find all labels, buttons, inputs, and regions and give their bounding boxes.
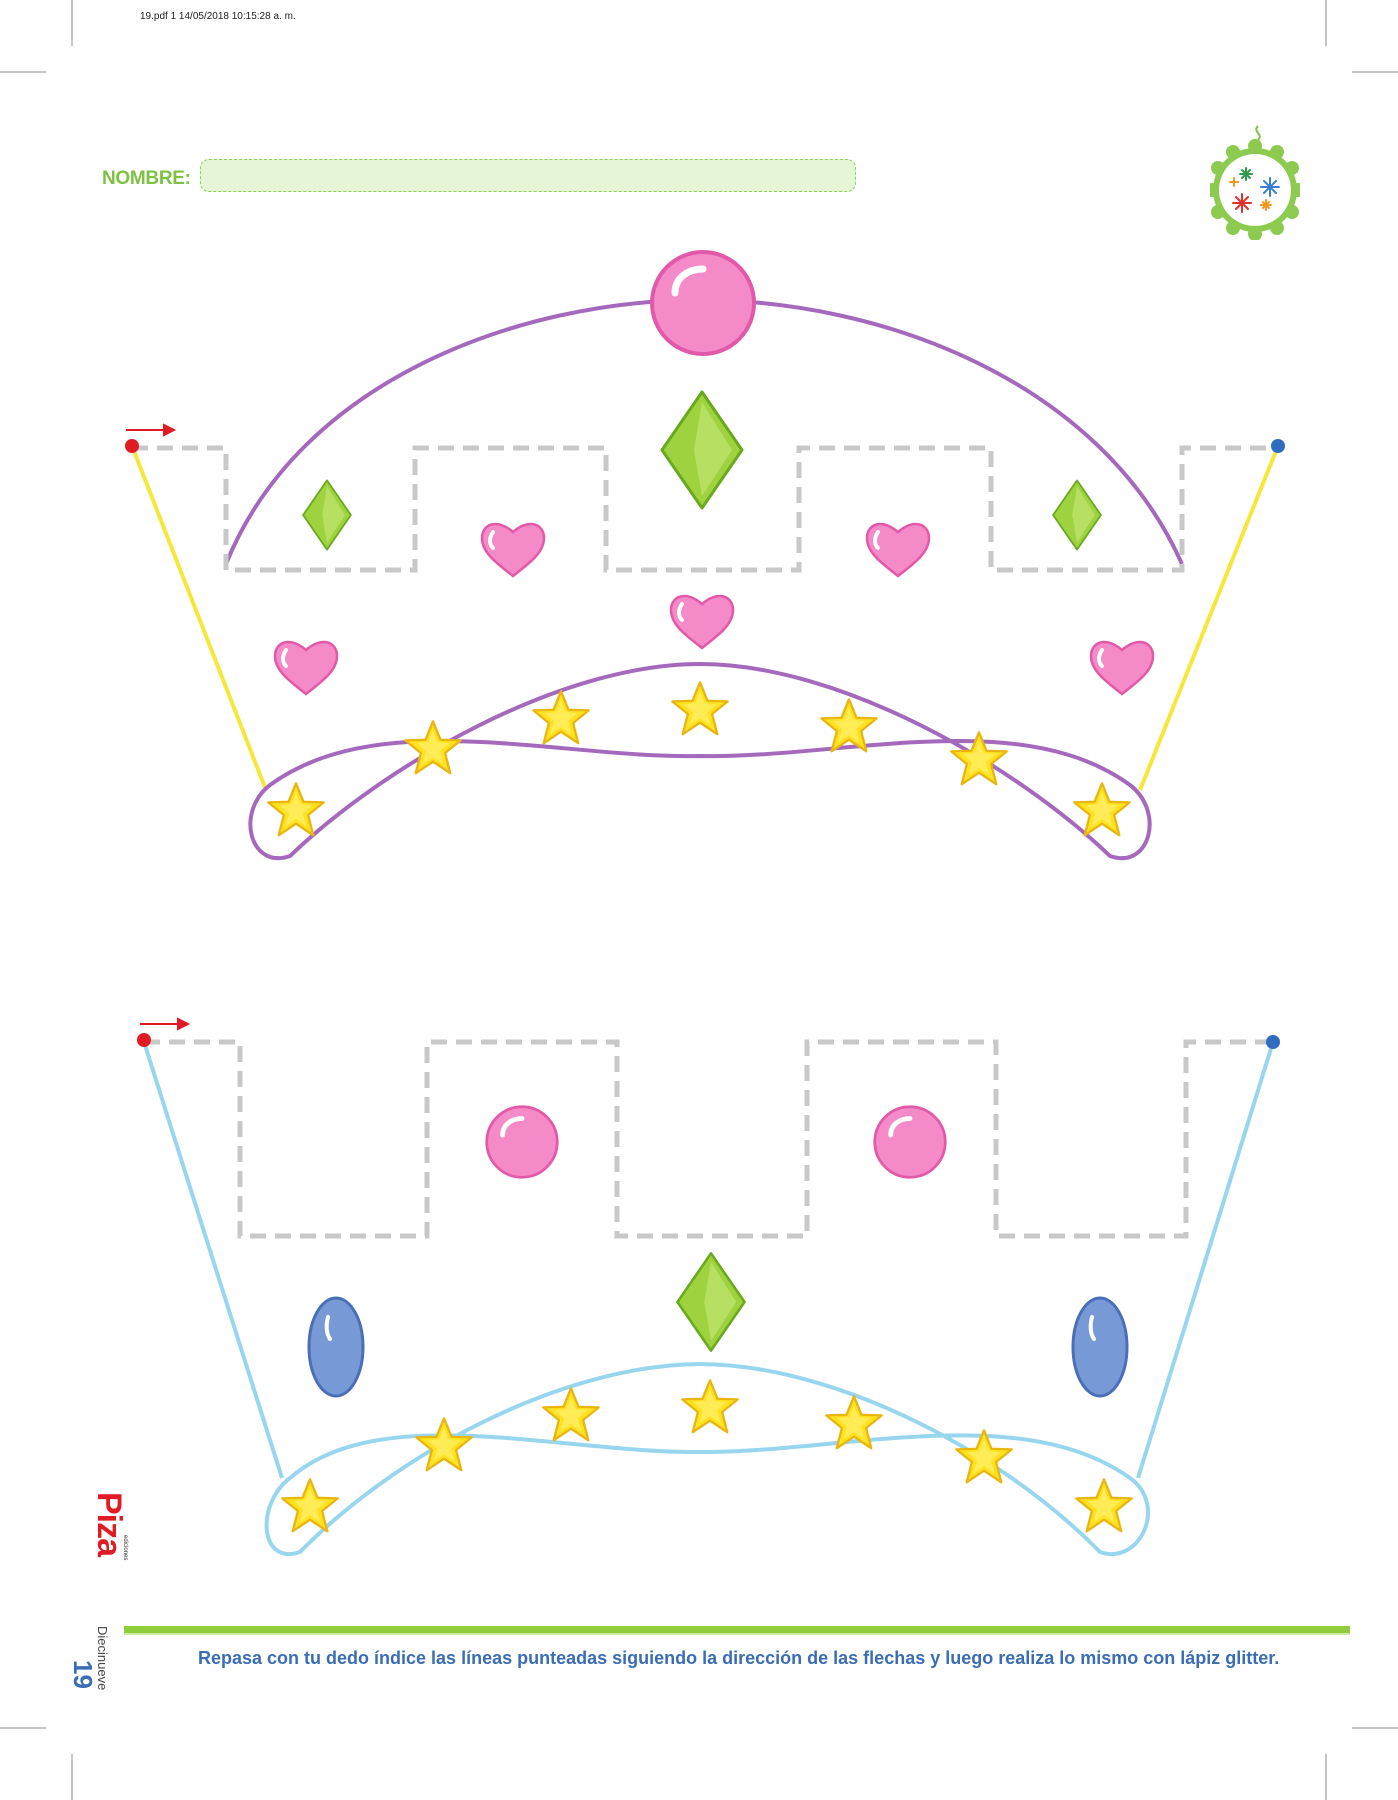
dashed-trace-path-1[interactable]	[132, 445, 1278, 573]
footer-divider-light	[124, 1633, 1350, 1635]
end-dot-icon	[1271, 439, 1285, 453]
star-icon	[1073, 782, 1131, 837]
arrow-right-icon	[140, 1017, 191, 1031]
name-field[interactable]	[200, 159, 856, 192]
start-dot-icon	[137, 1033, 151, 1047]
star-icon	[415, 1417, 473, 1472]
star-icon	[404, 720, 462, 775]
crown-1	[125, 252, 1285, 860]
star-icon	[820, 698, 878, 753]
star-icon	[671, 681, 729, 736]
sphere-icon	[487, 1107, 557, 1177]
diamond-icon	[660, 390, 744, 510]
star-icon	[681, 1379, 739, 1434]
diamond-icon	[1052, 479, 1102, 551]
instructions-text: Repasa con tu dedo índice las líneas pun…	[198, 1648, 1280, 1668]
star-icon	[1075, 1478, 1133, 1533]
sphere-icon	[652, 252, 754, 354]
page-number: 19	[67, 1660, 98, 1689]
crown-2	[137, 1017, 1280, 1556]
name-label: NOMBRE:	[102, 168, 191, 189]
crown-1-left-side	[130, 445, 268, 791]
heart-icon	[669, 594, 735, 650]
crown-2-left-side	[142, 1041, 284, 1479]
oval-gem-icon	[1071, 1296, 1129, 1398]
diamond-icon	[302, 479, 352, 551]
start-dot-icon	[125, 439, 139, 453]
fireworks-badge-icon	[1210, 125, 1300, 240]
diamond-icon	[675, 1251, 747, 1353]
heart-icon	[1089, 640, 1155, 696]
end-dot-icon	[1266, 1035, 1280, 1049]
print-metadata: 19.pdf 1 14/05/2018 10:15:28 a. m.	[140, 11, 296, 22]
heart-icon	[480, 522, 546, 578]
crown-1-band	[248, 661, 1152, 860]
crown-2-right-side	[1136, 1041, 1275, 1479]
star-icon	[267, 782, 325, 837]
sphere-icon	[875, 1107, 945, 1177]
footer-divider	[124, 1626, 1350, 1633]
heart-icon	[865, 522, 931, 578]
oval-gem-icon	[307, 1296, 365, 1398]
dashed-trace-path-2[interactable]	[144, 1039, 1273, 1239]
crown-2-band	[264, 1361, 1150, 1556]
page-number-value: 19	[68, 1660, 98, 1689]
arrow-right-icon	[126, 423, 177, 437]
crown-1-right-side	[1138, 445, 1280, 791]
heart-icon	[273, 640, 339, 696]
publisher-logo-subtext: ediciones	[122, 1535, 128, 1561]
star-icon	[542, 1387, 600, 1442]
